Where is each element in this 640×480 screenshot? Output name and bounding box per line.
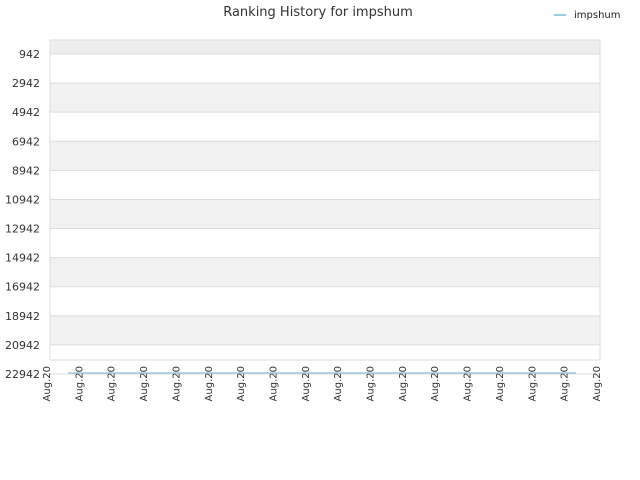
- x-tick-label: Aug.20: [74, 366, 85, 401]
- x-tick-label: Aug.20: [592, 366, 603, 401]
- x-tick-label: Aug.20: [42, 366, 53, 401]
- plot-band: [50, 228, 600, 258]
- x-tick-label: Aug.20: [527, 366, 538, 401]
- plot-band: [50, 199, 600, 229]
- x-tick-label: Aug.20: [301, 366, 312, 401]
- plot-band: [50, 54, 600, 84]
- x-tick-label: Aug.20: [236, 366, 247, 401]
- y-tick-label: 12942: [5, 223, 40, 236]
- y-tick-label: 20942: [5, 339, 40, 352]
- plot-band: [50, 83, 600, 113]
- y-tick-label: 16942: [5, 281, 40, 294]
- x-tick-label: Aug.20: [463, 366, 474, 401]
- x-tick-label: Aug.20: [204, 366, 215, 401]
- y-tick-label: 22942: [5, 368, 40, 381]
- x-tick-label: Aug.20: [495, 366, 506, 401]
- chart-title: Ranking History for impshum: [223, 5, 413, 20]
- y-axis-ticks: 942 2942 4942 6942 8942 10942 12942 14942 16942 1…: [5, 48, 40, 381]
- x-axis-ticks: Aug.20 Aug.20 Aug.20 Aug.20 Aug.20 Aug.20 Aug.…: [42, 366, 603, 401]
- y-tick-label: 942: [19, 48, 40, 61]
- plot-band-top: [50, 40, 600, 54]
- x-tick-label: Aug.20: [107, 366, 118, 401]
- y-tick-label: 10942: [5, 193, 40, 206]
- grid-lines: [50, 53, 600, 375]
- plot-bands: [50, 40, 600, 374]
- y-tick-label: 4942: [12, 106, 40, 119]
- plot-border: [49, 39, 601, 361]
- y-tick-label: 18942: [5, 310, 40, 323]
- x-tick-label: Aug.20: [430, 366, 441, 401]
- x-tick-label: Aug.20: [333, 366, 344, 401]
- plot-band: [50, 112, 600, 142]
- legend-label-impshum: impshum: [574, 10, 621, 21]
- plot-band: [50, 257, 600, 287]
- plot-band: [50, 286, 600, 316]
- x-tick-label: Aug.20: [139, 366, 150, 401]
- x-tick-label: Aug.20: [268, 366, 279, 401]
- plot-band: [50, 344, 600, 374]
- plot-band: [50, 170, 600, 200]
- plot-band: [50, 141, 600, 171]
- y-tick-label: 14942: [5, 252, 40, 265]
- y-tick-label: 8942: [12, 164, 40, 177]
- x-tick-label: Aug.20: [398, 366, 409, 401]
- y-tick-label: 6942: [12, 135, 40, 148]
- x-tick-label: Aug.20: [171, 366, 182, 401]
- legend: impshum: [554, 10, 621, 21]
- x-tick-label: Aug.20: [560, 366, 571, 401]
- plot-band: [50, 315, 600, 345]
- y-tick-label: 2942: [12, 77, 40, 90]
- x-tick-label: Aug.20: [366, 366, 377, 401]
